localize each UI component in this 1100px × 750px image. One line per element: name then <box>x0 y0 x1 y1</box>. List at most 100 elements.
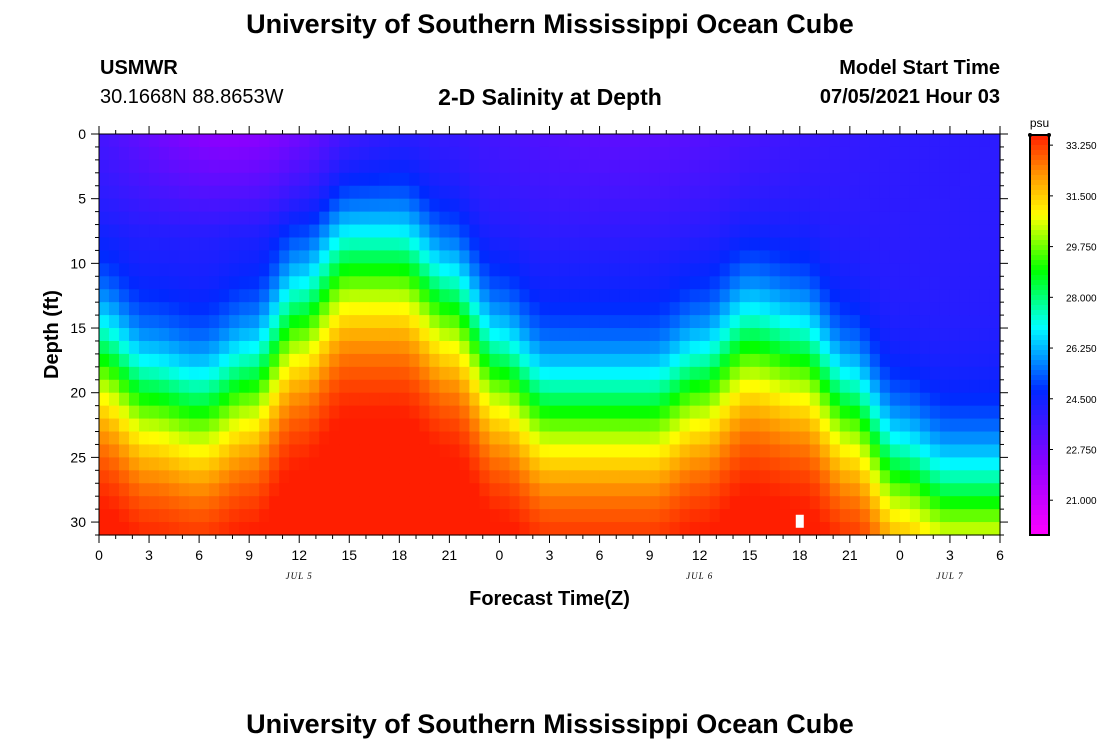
heatmap-cell <box>939 211 951 226</box>
heatmap-cell <box>629 224 641 239</box>
heatmap-cell <box>579 146 591 161</box>
heatmap-cell <box>819 340 831 355</box>
heatmap-cell <box>169 328 180 342</box>
heatmap-cell <box>539 224 551 239</box>
colorbar-segment <box>1030 425 1049 431</box>
heatmap-cell <box>409 224 420 239</box>
heatmap-cell <box>329 457 340 471</box>
colorbar-segment <box>1030 150 1049 156</box>
heatmap-cell <box>659 224 671 239</box>
heatmap-cell <box>929 315 941 329</box>
heatmap-cell <box>149 431 160 446</box>
heatmap-cell <box>789 457 801 471</box>
heatmap-cell <box>249 444 260 458</box>
heatmap-cell <box>109 172 120 187</box>
heatmap-cell <box>129 237 140 252</box>
heatmap-cell <box>199 237 210 252</box>
heatmap-cell <box>719 159 731 174</box>
heatmap-cell <box>169 509 180 523</box>
heatmap-cell <box>899 250 911 264</box>
heatmap-cell <box>859 159 871 174</box>
heatmap-cell <box>239 302 250 316</box>
heatmap-cell <box>569 405 581 420</box>
heatmap-cell <box>819 211 831 226</box>
heatmap-cell <box>589 470 601 484</box>
heatmap-cell <box>219 211 230 226</box>
heatmap-cell <box>439 224 450 239</box>
heatmap-cell <box>629 457 641 471</box>
colorbar-segment <box>1030 230 1049 236</box>
heatmap-cell <box>449 146 460 161</box>
heatmap-cell <box>209 418 220 433</box>
heatmap-cell <box>489 172 501 187</box>
heatmap-cell <box>629 289 641 303</box>
heatmap-cell <box>709 328 721 342</box>
heatmap-cell <box>819 379 831 394</box>
day-label: JUL 5 <box>286 571 313 581</box>
heatmap-cell <box>659 263 671 277</box>
heatmap-cell <box>939 172 951 187</box>
colorbar-segment <box>1030 350 1049 356</box>
heatmap-cell <box>129 276 140 290</box>
heatmap-cell <box>119 302 130 316</box>
heatmap-cell <box>389 457 400 471</box>
heatmap-cell <box>299 159 310 174</box>
heatmap-cell <box>99 159 110 174</box>
heatmap-cell <box>149 198 160 213</box>
heatmap-cell <box>729 483 741 497</box>
heatmap-cell <box>619 237 631 252</box>
heatmap-cell <box>199 366 210 381</box>
heatmap-cell <box>969 315 981 329</box>
heatmap-cell <box>699 522 711 536</box>
heatmap-cell <box>479 496 491 510</box>
heatmap-cell <box>529 263 541 277</box>
heatmap-cell <box>629 211 641 226</box>
heatmap-cell <box>949 224 961 239</box>
heatmap-cell <box>809 211 821 226</box>
heatmap-cell <box>329 366 340 381</box>
heatmap-cell <box>389 366 400 381</box>
heatmap-cell <box>299 379 310 394</box>
heatmap-cell <box>159 302 170 316</box>
heatmap-cell <box>389 496 400 510</box>
heatmap-cell <box>839 185 851 200</box>
heatmap-cell <box>869 263 881 277</box>
heatmap-cell <box>559 379 571 394</box>
heatmap-cell <box>429 431 440 446</box>
heatmap-cell <box>439 405 450 420</box>
heatmap-cell <box>449 366 460 381</box>
heatmap-cell <box>229 470 240 484</box>
heatmap-cell <box>859 379 871 394</box>
heatmap-cell <box>769 159 781 174</box>
heatmap-cell <box>229 328 240 342</box>
heatmap-cell <box>499 444 511 458</box>
heatmap-cell <box>99 418 110 433</box>
heatmap-cell <box>229 379 240 394</box>
heatmap-cell <box>439 522 450 536</box>
heatmap-cell <box>429 418 440 433</box>
heatmap-cell <box>699 185 711 200</box>
heatmap-cell <box>609 250 621 264</box>
heatmap-cell <box>479 340 491 355</box>
heatmap-cell <box>759 315 771 329</box>
heatmap-cell <box>609 328 621 342</box>
heatmap-cell <box>209 366 220 381</box>
heatmap-cell <box>939 134 951 148</box>
heatmap-cell <box>469 276 481 290</box>
heatmap-cell <box>649 483 661 497</box>
heatmap-cell <box>739 483 751 497</box>
colorbar-tick-label: 33.250 <box>1066 141 1097 152</box>
heatmap-cell <box>729 134 741 148</box>
heatmap-cell <box>709 457 721 471</box>
heatmap-cell <box>739 276 751 290</box>
heatmap-cell <box>849 146 861 161</box>
heatmap-cell <box>329 340 340 355</box>
heatmap-cell <box>639 522 651 536</box>
x-tick-label: 21 <box>842 547 858 563</box>
heatmap-cell <box>439 431 450 446</box>
colorbar-segment <box>1030 530 1049 536</box>
heatmap-cell <box>929 444 941 458</box>
heatmap-cell <box>489 146 501 161</box>
heatmap-cell <box>769 353 781 368</box>
heatmap-cell <box>179 431 190 446</box>
